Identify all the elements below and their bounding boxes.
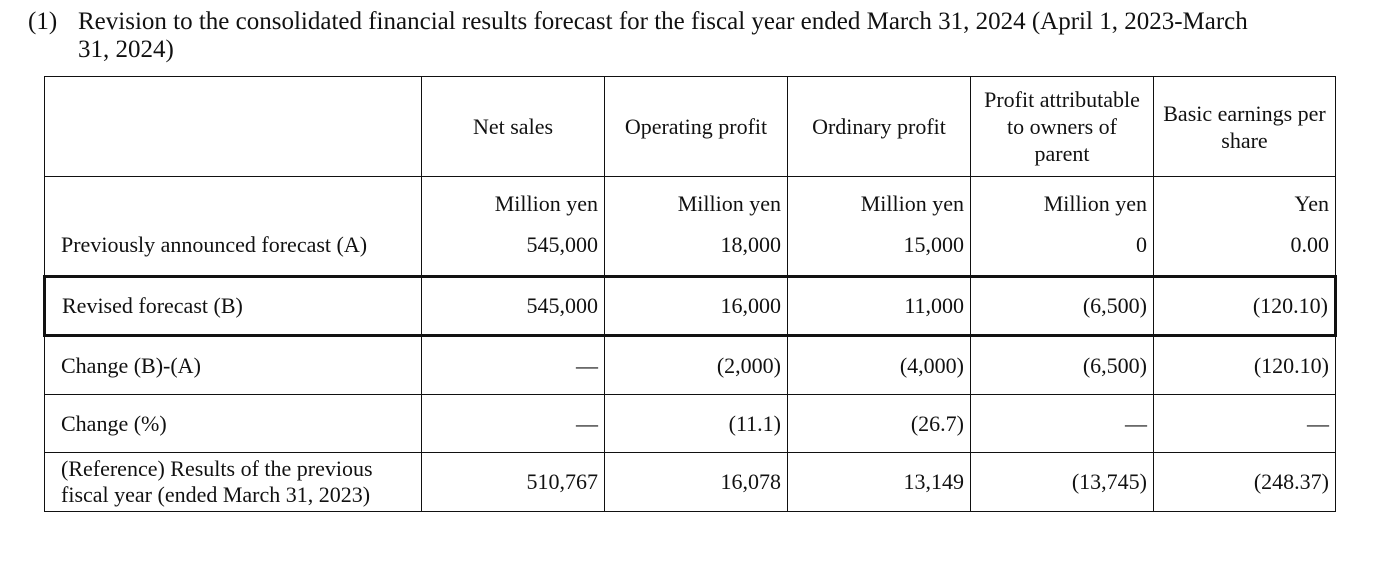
value-cell: (11.1) [604,394,788,453]
value-cell: (6,500) [970,275,1154,337]
value-cell: 16,000 [604,275,788,337]
row-label: Change (B)-(A) [44,335,422,395]
table-row-change-percent: Change (%) — (11.1) (26.7) — — [44,394,1336,453]
value-cell: — [1153,394,1336,453]
column-header-basic-eps: Basic earnings per share [1153,76,1336,177]
value-cell: (248.37) [1153,452,1336,512]
table-row-previous-forecast: Previously announced forecast (A) 545,00… [44,219,1336,277]
value-cell: 0 [970,219,1154,277]
value-cell: (13,745) [970,452,1154,512]
value-cell: 16,078 [604,452,788,512]
column-header-profit-attributable: Profit attributable to owners of parent [970,76,1154,177]
table-row-revised-forecast: Revised forecast (B) 545,000 16,000 11,0… [43,275,1337,337]
value-cell: (120.10) [1153,275,1337,337]
header-row: Net sales Operating profit Ordinary prof… [44,76,1336,177]
value-cell: 545,000 [421,275,605,337]
forecast-table: Net sales Operating profit Ordinary prof… [43,76,1337,512]
value-cell: (6,500) [970,335,1154,395]
unit-cell: Yen [1153,176,1336,219]
value-cell: — [970,394,1154,453]
table-row-previous-results: (Reference) Results of the previous fisc… [44,452,1336,512]
header-blank-cell [44,76,422,177]
section-heading: (1) Revision to the consolidated financia… [28,8,1368,64]
column-header-net-sales: Net sales [421,76,605,177]
row-label: Change (%) [44,394,422,453]
units-label-cell [44,176,422,219]
value-cell: 15,000 [787,219,971,277]
section-number: (1) [28,8,58,35]
heading-line-2: 31, 2024) [78,36,174,63]
value-cell: 545,000 [421,219,605,277]
value-cell: — [421,335,605,395]
value-cell: 18,000 [604,219,788,277]
row-label: Revised forecast (B) [43,275,422,337]
heading-line-1: Revision to the consolidated financial r… [78,8,1248,35]
column-header-ordinary-profit: Ordinary profit [787,76,971,177]
value-cell: — [421,394,605,453]
value-cell: (120.10) [1153,335,1336,395]
units-row: Million yen Million yen Million yen Mill… [44,176,1336,219]
unit-cell: Million yen [421,176,605,219]
row-label: Previously announced forecast (A) [44,219,422,277]
table-row-change-amount: Change (B)-(A) — (2,000) (4,000) (6,500)… [44,335,1336,395]
column-header-operating-profit: Operating profit [604,76,788,177]
unit-cell: Million yen [604,176,788,219]
value-cell: 11,000 [787,275,971,337]
value-cell: (26.7) [787,394,971,453]
unit-cell: Million yen [787,176,971,219]
row-label: (Reference) Results of the previous fisc… [44,452,422,512]
unit-cell: Million yen [970,176,1154,219]
value-cell: 0.00 [1153,219,1336,277]
value-cell: (4,000) [787,335,971,395]
value-cell: 13,149 [787,452,971,512]
value-cell: (2,000) [604,335,788,395]
value-cell: 510,767 [421,452,605,512]
